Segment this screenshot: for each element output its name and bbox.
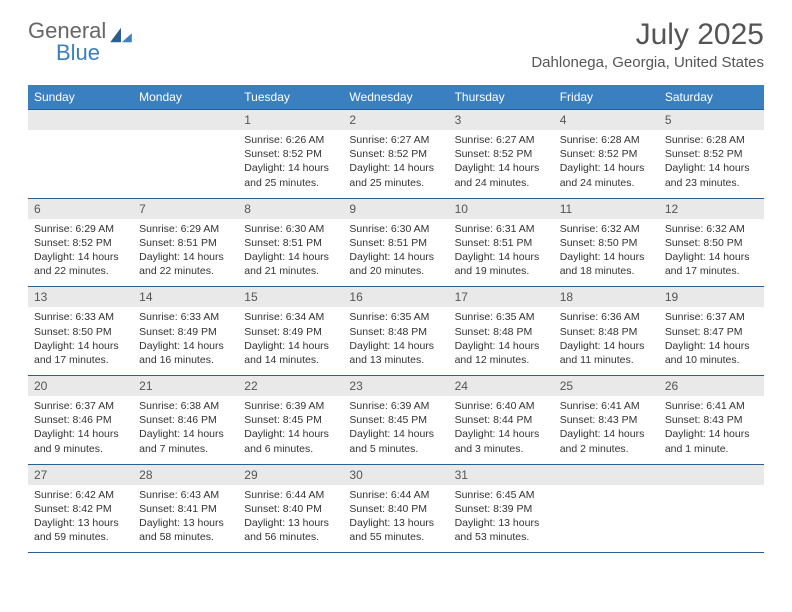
day-info-cell: Sunrise: 6:33 AMSunset: 8:50 PMDaylight:… (28, 307, 133, 375)
day-info-cell (133, 130, 238, 198)
day-number-cell (28, 110, 133, 130)
day-info-row: Sunrise: 6:37 AMSunset: 8:46 PMDaylight:… (28, 396, 764, 464)
day-info-cell: Sunrise: 6:45 AMSunset: 8:39 PMDaylight:… (449, 485, 554, 553)
header: GeneralBlue July 2025 Dahlonega, Georgia… (0, 0, 792, 77)
day-number-row: 13141516171819 (28, 287, 764, 307)
day-number-cell: 9 (343, 199, 448, 219)
day-number-cell (554, 465, 659, 485)
day-info-cell: Sunrise: 6:30 AMSunset: 8:51 PMDaylight:… (343, 219, 448, 287)
day-number-cell: 10 (449, 199, 554, 219)
day-info-cell (554, 485, 659, 553)
day-number-cell: 2 (343, 110, 448, 130)
day-number-row: 12345 (28, 110, 764, 130)
day-number-cell: 26 (659, 376, 764, 396)
day-number-cell: 12 (659, 199, 764, 219)
calendar-table: SundayMondayTuesdayWednesdayThursdayFrid… (28, 85, 764, 553)
day-info-row: Sunrise: 6:29 AMSunset: 8:52 PMDaylight:… (28, 219, 764, 287)
day-number-cell: 21 (133, 376, 238, 396)
day-info-cell: Sunrise: 6:40 AMSunset: 8:44 PMDaylight:… (449, 396, 554, 464)
logo-text-blue: Blue (56, 40, 100, 66)
day-number-cell: 24 (449, 376, 554, 396)
day-number-cell: 31 (449, 465, 554, 485)
day-info-cell: Sunrise: 6:34 AMSunset: 8:49 PMDaylight:… (238, 307, 343, 375)
day-number-cell: 11 (554, 199, 659, 219)
weekday-header: Thursday (449, 85, 554, 110)
day-info-cell: Sunrise: 6:41 AMSunset: 8:43 PMDaylight:… (554, 396, 659, 464)
day-info-cell: Sunrise: 6:39 AMSunset: 8:45 PMDaylight:… (343, 396, 448, 464)
day-info-cell: Sunrise: 6:27 AMSunset: 8:52 PMDaylight:… (343, 130, 448, 198)
day-number-cell (659, 465, 764, 485)
day-number-cell: 20 (28, 376, 133, 396)
day-info-cell: Sunrise: 6:29 AMSunset: 8:52 PMDaylight:… (28, 219, 133, 287)
day-number-cell: 3 (449, 110, 554, 130)
day-info-cell: Sunrise: 6:41 AMSunset: 8:43 PMDaylight:… (659, 396, 764, 464)
day-number-cell: 7 (133, 199, 238, 219)
day-info-row: Sunrise: 6:42 AMSunset: 8:42 PMDaylight:… (28, 485, 764, 553)
day-number-cell: 4 (554, 110, 659, 130)
logo-sail-icon (108, 26, 134, 44)
day-info-cell: Sunrise: 6:29 AMSunset: 8:51 PMDaylight:… (133, 219, 238, 287)
logo: GeneralBlue (28, 18, 134, 66)
day-number-cell: 25 (554, 376, 659, 396)
weekday-header: Monday (133, 85, 238, 110)
day-number-cell: 15 (238, 287, 343, 307)
day-info-cell: Sunrise: 6:31 AMSunset: 8:51 PMDaylight:… (449, 219, 554, 287)
day-number-row: 20212223242526 (28, 376, 764, 396)
day-number-row: 2728293031 (28, 465, 764, 485)
weekday-header: Wednesday (343, 85, 448, 110)
day-number-cell: 13 (28, 287, 133, 307)
day-info-cell: Sunrise: 6:38 AMSunset: 8:46 PMDaylight:… (133, 396, 238, 464)
title-block: July 2025 Dahlonega, Georgia, United Sta… (531, 18, 764, 71)
day-info-cell: Sunrise: 6:33 AMSunset: 8:49 PMDaylight:… (133, 307, 238, 375)
weekday-header: Saturday (659, 85, 764, 110)
day-number-cell: 28 (133, 465, 238, 485)
day-number-cell: 18 (554, 287, 659, 307)
day-info-cell (28, 130, 133, 198)
day-info-cell: Sunrise: 6:44 AMSunset: 8:40 PMDaylight:… (343, 485, 448, 553)
day-info-cell: Sunrise: 6:43 AMSunset: 8:41 PMDaylight:… (133, 485, 238, 553)
day-number-cell: 1 (238, 110, 343, 130)
day-number-cell: 23 (343, 376, 448, 396)
weekday-header: Tuesday (238, 85, 343, 110)
day-number-cell: 16 (343, 287, 448, 307)
day-info-cell: Sunrise: 6:32 AMSunset: 8:50 PMDaylight:… (554, 219, 659, 287)
day-info-cell: Sunrise: 6:26 AMSunset: 8:52 PMDaylight:… (238, 130, 343, 198)
day-number-row: 6789101112 (28, 199, 764, 219)
day-info-cell: Sunrise: 6:28 AMSunset: 8:52 PMDaylight:… (554, 130, 659, 198)
day-info-cell (659, 485, 764, 553)
day-info-cell: Sunrise: 6:36 AMSunset: 8:48 PMDaylight:… (554, 307, 659, 375)
day-number-cell: 29 (238, 465, 343, 485)
day-number-cell (133, 110, 238, 130)
day-info-cell: Sunrise: 6:28 AMSunset: 8:52 PMDaylight:… (659, 130, 764, 198)
day-number-cell: 27 (28, 465, 133, 485)
day-info-cell: Sunrise: 6:37 AMSunset: 8:47 PMDaylight:… (659, 307, 764, 375)
day-number-cell: 6 (28, 199, 133, 219)
day-info-cell: Sunrise: 6:32 AMSunset: 8:50 PMDaylight:… (659, 219, 764, 287)
weekday-header: Friday (554, 85, 659, 110)
weekday-header: Sunday (28, 85, 133, 110)
day-info-row: Sunrise: 6:26 AMSunset: 8:52 PMDaylight:… (28, 130, 764, 198)
day-info-cell: Sunrise: 6:39 AMSunset: 8:45 PMDaylight:… (238, 396, 343, 464)
day-info-row: Sunrise: 6:33 AMSunset: 8:50 PMDaylight:… (28, 307, 764, 375)
day-info-cell: Sunrise: 6:44 AMSunset: 8:40 PMDaylight:… (238, 485, 343, 553)
day-number-cell: 22 (238, 376, 343, 396)
day-number-cell: 17 (449, 287, 554, 307)
day-info-cell: Sunrise: 6:35 AMSunset: 8:48 PMDaylight:… (343, 307, 448, 375)
day-info-cell: Sunrise: 6:30 AMSunset: 8:51 PMDaylight:… (238, 219, 343, 287)
day-info-cell: Sunrise: 6:42 AMSunset: 8:42 PMDaylight:… (28, 485, 133, 553)
location: Dahlonega, Georgia, United States (531, 54, 764, 71)
day-number-cell: 19 (659, 287, 764, 307)
day-number-cell: 8 (238, 199, 343, 219)
day-info-cell: Sunrise: 6:35 AMSunset: 8:48 PMDaylight:… (449, 307, 554, 375)
day-number-cell: 14 (133, 287, 238, 307)
day-info-cell: Sunrise: 6:37 AMSunset: 8:46 PMDaylight:… (28, 396, 133, 464)
day-info-cell: Sunrise: 6:27 AMSunset: 8:52 PMDaylight:… (449, 130, 554, 198)
day-number-cell: 5 (659, 110, 764, 130)
weekday-header-row: SundayMondayTuesdayWednesdayThursdayFrid… (28, 85, 764, 110)
month-title: July 2025 (531, 18, 764, 52)
day-number-cell: 30 (343, 465, 448, 485)
